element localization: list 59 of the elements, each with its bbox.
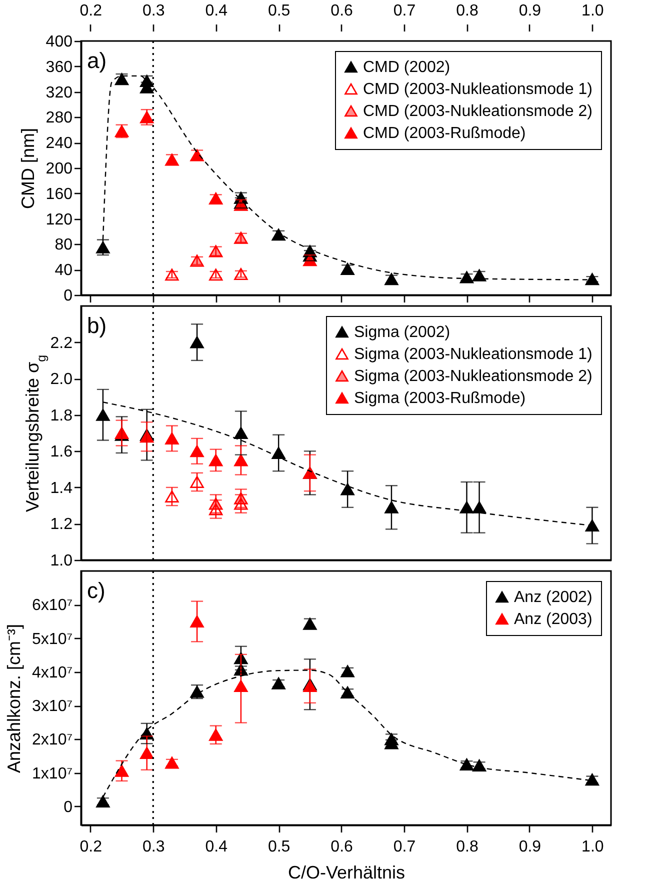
y-tick-label: 280 [46, 110, 73, 127]
legend-label: CMD (2002) [363, 59, 450, 76]
annotation: b) [87, 313, 107, 338]
y-tick-label: 160 [46, 186, 73, 203]
x-tick-label: 0.3 [142, 838, 165, 856]
y-tick-label: 0 [64, 798, 73, 816]
x-tick-label: 0.4 [205, 838, 228, 856]
y-axis-title: CMD [nm] [18, 128, 38, 209]
legend-label: Sigma (2003-Nukleationsmode 2) [354, 368, 592, 385]
y-tick-label: 1x10⁷ [32, 765, 73, 782]
y-tick-label: 5x10⁷ [32, 630, 73, 648]
x2-tick-label: 0.5 [268, 2, 290, 20]
y-tick-label: 80 [54, 236, 73, 254]
y-tick-label: 1.4 [50, 480, 73, 497]
y-tick-label: 0 [64, 288, 73, 304]
y-tick-label: 2.2 [50, 334, 73, 352]
y-tick-label: 1.2 [50, 516, 73, 534]
x-tick-label: 0.5 [268, 838, 290, 856]
y-tick-label: 2x10⁷ [32, 732, 73, 749]
legend-label: Anz (2002) [514, 589, 592, 606]
legend-label: Anz (2003) [514, 611, 592, 628]
legend-label: CMD (2003-Nukleationsmode 2) [363, 103, 592, 120]
x-tick-label: 0.7 [393, 838, 416, 856]
y-tick-label: 4x10⁷ [32, 664, 73, 682]
x-axis-title: C/O-Verhältnis [288, 862, 406, 882]
x2-tick-label: 0.9 [518, 2, 542, 20]
x2-tick-label: 0.8 [456, 2, 478, 20]
y-tick-label: 2.0 [50, 371, 73, 388]
y-axis-title: Anzahlkonz. [cm⁻³] [4, 624, 24, 774]
annotation: c) [87, 578, 106, 603]
legend-label: CMD (2003-Nukleationsmode 1) [363, 81, 592, 98]
legend-label: Sigma (2002) [354, 324, 450, 341]
y-tick-label: 6x10⁷ [32, 597, 73, 614]
x-tick-label: 1.0 [582, 838, 604, 856]
legend-label: Sigma (2003-Rußmode) [354, 390, 526, 407]
x-tick-label: 0.2 [80, 838, 102, 856]
y-tick-label: 1.6 [50, 444, 73, 461]
x2-tick-label: 0.6 [330, 2, 354, 20]
x-tick-label: 0.8 [456, 838, 478, 856]
y-tick-label: 240 [46, 135, 73, 152]
x-tick-label: 0.6 [330, 838, 354, 856]
y-tick-label: 40 [54, 262, 73, 280]
y-tick-label: 200 [46, 160, 73, 178]
x2-tick-label: 0.3 [142, 2, 165, 20]
y-tick-label: 3x10⁷ [32, 698, 73, 716]
x2-tick-label: 0.7 [393, 2, 416, 20]
y-tick-label: 1.8 [50, 407, 73, 424]
x2-tick-label: 0.2 [80, 2, 102, 20]
x2-tick-label: 0.4 [205, 2, 228, 20]
legend-label: CMD (2003-Rußmode) [363, 125, 526, 142]
y-tick-label: 360 [46, 58, 73, 76]
annotation: a) [87, 48, 107, 73]
x2-tick-label: 1.0 [582, 2, 604, 20]
x-tick-label: 0.9 [518, 838, 542, 856]
y-tick-label: 120 [46, 211, 73, 228]
y-tick-label: 1.0 [50, 552, 73, 570]
legend-label: Sigma (2003-Nukleationsmode 1) [354, 346, 592, 363]
y-tick-label: 320 [46, 84, 73, 102]
y-tick-label: 400 [46, 34, 73, 50]
